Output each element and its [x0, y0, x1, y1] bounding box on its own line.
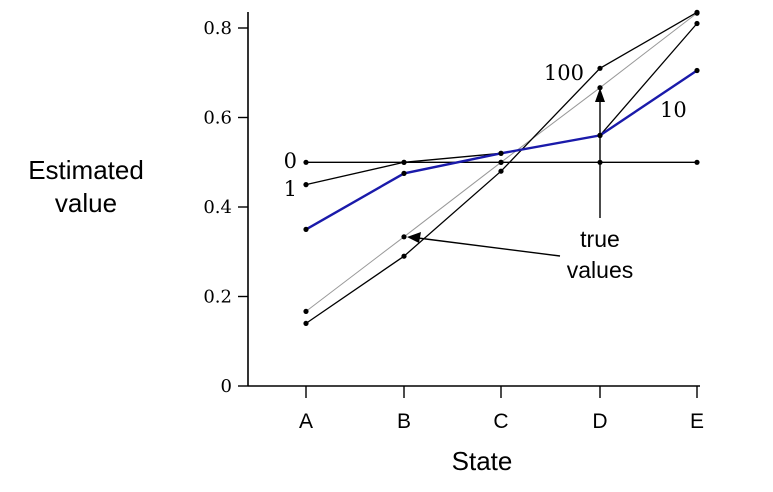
y-axis-label-line2: value: [55, 188, 117, 218]
x-tick-label: D: [592, 410, 607, 433]
arrow-to-d-head: [595, 88, 605, 102]
y-axis-label-line1: Estimated: [28, 155, 144, 185]
series-line: [305, 69, 698, 231]
data-point: [303, 159, 309, 165]
data-point: [303, 308, 309, 314]
x-tick-label: A: [299, 410, 313, 433]
data-point: [498, 159, 504, 165]
true-values-arrows: [407, 88, 605, 257]
series-label: 1: [284, 177, 297, 201]
series-label: 0: [284, 149, 297, 173]
y-tick-label: 0.2: [203, 287, 232, 308]
data-point: [694, 159, 700, 165]
y-tick-label: 0.4: [203, 197, 232, 218]
series-0: [303, 159, 700, 165]
data-point: [694, 9, 700, 15]
series-layer: [303, 9, 700, 326]
series-10: [303, 67, 700, 232]
data-point: [303, 226, 309, 232]
data-point: [401, 159, 407, 165]
annotation-true: true: [580, 226, 620, 252]
arrow-to-b-line: [417, 237, 561, 257]
y-tick-label: 0.8: [203, 18, 232, 39]
x-axis-label: State: [452, 446, 513, 476]
data-point: [597, 85, 603, 91]
series-100: [303, 9, 700, 326]
x-tick-label: E: [690, 410, 704, 433]
data-point: [401, 253, 407, 259]
data-point: [401, 170, 407, 176]
y-tick-label: 0: [221, 376, 232, 397]
x-tick-label: C: [493, 410, 508, 433]
annotation-values: values: [567, 257, 633, 283]
data-point: [498, 168, 504, 174]
data-point: [303, 182, 309, 188]
series-labels-layer: 0 1 100 10: [284, 61, 687, 201]
data-point: [597, 65, 603, 71]
series-label: 10: [660, 98, 687, 122]
data-point: [401, 234, 407, 240]
arrow-to-b-head: [407, 232, 421, 243]
series-label: 100: [544, 61, 584, 85]
data-point: [303, 320, 309, 326]
data-point: [498, 150, 504, 156]
series-line: [305, 11, 698, 324]
data-point: [694, 20, 700, 27]
x-tick-label: B: [397, 410, 411, 433]
data-point: [694, 67, 700, 74]
ticks-layer: 0 0.2 0.4 0.6 0.8 A B C D E: [203, 18, 704, 433]
y-tick-label: 0.6: [203, 108, 232, 129]
